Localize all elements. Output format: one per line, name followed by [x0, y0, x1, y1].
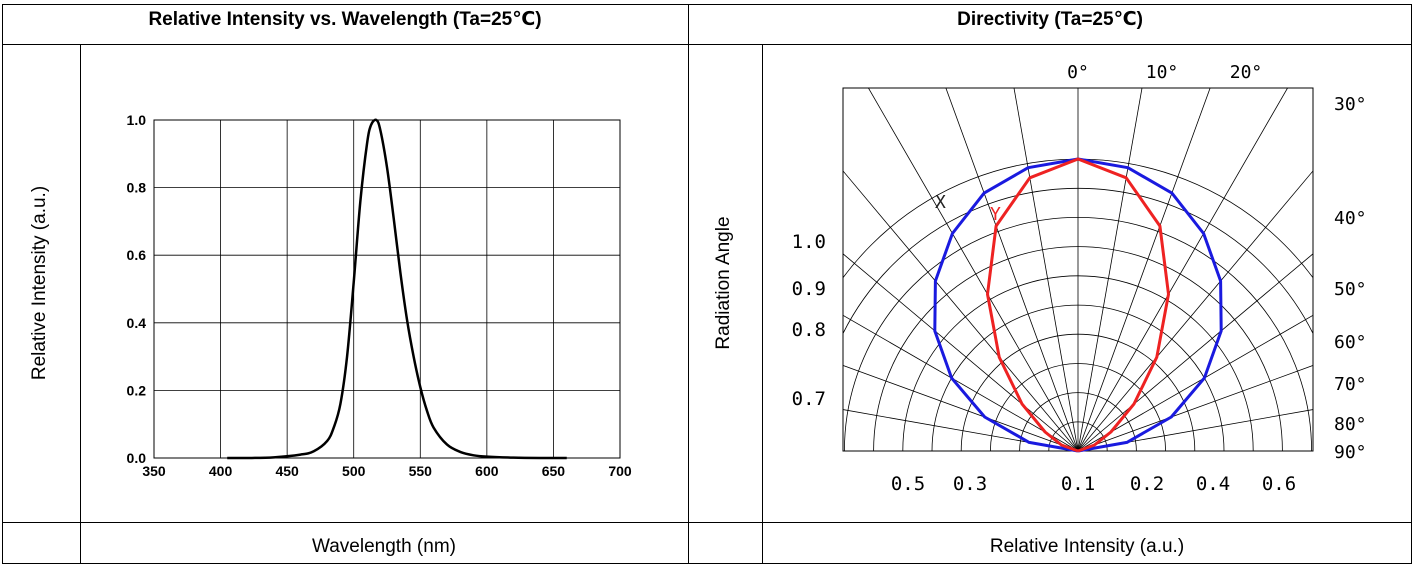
- polar-arc: [931, 304, 1225, 451]
- spectrum-x-tick-label: 500: [342, 463, 366, 479]
- polar-arc: [960, 333, 1196, 451]
- polar-angle-label: 0°: [1067, 62, 1089, 83]
- spectrum-chart-title: Relative Intensity vs. Wavelength (Ta=25…: [148, 9, 542, 30]
- polar-series-y-line: [986, 157, 1170, 453]
- polar-radial-line: [843, 365, 1079, 451]
- polar-angle-label: 20°: [1230, 62, 1263, 83]
- polar-radial-line: [843, 314, 1079, 451]
- spectrum-x-tick-label: 350: [142, 463, 166, 479]
- polar-bottom-label: 0.5: [891, 473, 925, 495]
- spectrum-y-tick-label: 0.2: [127, 382, 147, 398]
- directivity-x-axis-label: Relative Intensity (a.u.): [989, 536, 1185, 557]
- polar-radial-line: [1077, 170, 1313, 451]
- polar-bottom-label: 0.1: [1061, 473, 1095, 495]
- spectrum-x-tick-label: 400: [209, 463, 233, 479]
- polar-angle-label: 10°: [1146, 62, 1179, 83]
- polar-radial-label: 0.9: [792, 278, 826, 300]
- spectrum-y-tick-label: 0.6: [127, 247, 147, 263]
- polar-series-y-label: Y: [990, 204, 1001, 225]
- polar-radial-line: [1077, 314, 1313, 451]
- spectrum-series-line: [227, 118, 567, 460]
- polar-arc: [990, 363, 1166, 451]
- table-divider-footer: [2, 522, 1412, 523]
- spectrum-x-tick-label: 700: [608, 463, 632, 479]
- spectrum-y-tick-label: 0.0: [127, 450, 147, 466]
- spectrum-x-tick-label: 550: [409, 463, 433, 479]
- polar-radial-line: [1077, 88, 1143, 451]
- spectrum-y-tick-label: 0.8: [127, 180, 147, 196]
- table-divider-right-label: [762, 44, 763, 564]
- polar-radial-line: [1077, 88, 1289, 451]
- polar-angle-label: 40°: [1334, 208, 1367, 229]
- polar-angle-label: 80°: [1334, 414, 1367, 435]
- polar-series-x-label: X: [935, 192, 946, 213]
- table-divider-header: [2, 44, 1412, 45]
- polar-radial-line: [1013, 88, 1079, 451]
- polar-angle-label: 30°: [1334, 94, 1367, 115]
- polar-arc: [1019, 392, 1137, 451]
- directivity-chart-title: Directivity (Ta=25℃): [957, 9, 1143, 30]
- table-divider-center: [688, 4, 689, 564]
- polar-radial-line: [867, 88, 1079, 451]
- polar-radial-line: [1077, 253, 1313, 451]
- polar-radial-label: 0.7: [792, 388, 826, 410]
- spectrum-x-tick-label: 450: [275, 463, 299, 479]
- polar-bottom-label: 0.3: [953, 473, 987, 495]
- polar-arc: [1048, 421, 1108, 451]
- table-divider-left-label: [80, 44, 81, 564]
- polar-bottom-label: 0.4: [1196, 473, 1230, 495]
- polar-angle-label: 60°: [1334, 332, 1367, 353]
- spectrum-x-axis-label: Wavelength (nm): [312, 536, 456, 557]
- polar-radial-line: [843, 253, 1079, 451]
- polar-arc: [844, 217, 1312, 451]
- polar-angle-label: 90°: [1334, 442, 1367, 463]
- polar-radial-line: [1077, 88, 1211, 451]
- polar-radial-line: [1077, 365, 1313, 451]
- spectrum-plot-frame: [153, 119, 621, 459]
- polar-radial-label: 0.8: [792, 319, 826, 341]
- polar-radial-label: 1.0: [792, 231, 826, 253]
- polar-radial-line: [843, 170, 1079, 451]
- spectrum-y-tick-label: 0.4: [127, 315, 147, 331]
- polar-angle-label: 70°: [1334, 374, 1367, 395]
- polar-bottom-label: 0.2: [1130, 473, 1164, 495]
- polar-radial-line: [945, 88, 1079, 451]
- polar-radial-line: [843, 409, 1079, 451]
- polar-arc: [843, 187, 1313, 335]
- charts-table: [2, 4, 1412, 564]
- polar-arc: [902, 275, 1254, 451]
- polar-radial-line: [1077, 409, 1313, 451]
- polar-arc: [873, 246, 1283, 451]
- polar-bottom-label: 0.6: [1262, 473, 1296, 495]
- spectrum-x-tick-label: 600: [475, 463, 499, 479]
- spectrum-y-tick-label: 1.0: [127, 112, 147, 128]
- polar-angle-label: 50°: [1334, 279, 1367, 300]
- spectrum-x-tick-label: 650: [542, 463, 566, 479]
